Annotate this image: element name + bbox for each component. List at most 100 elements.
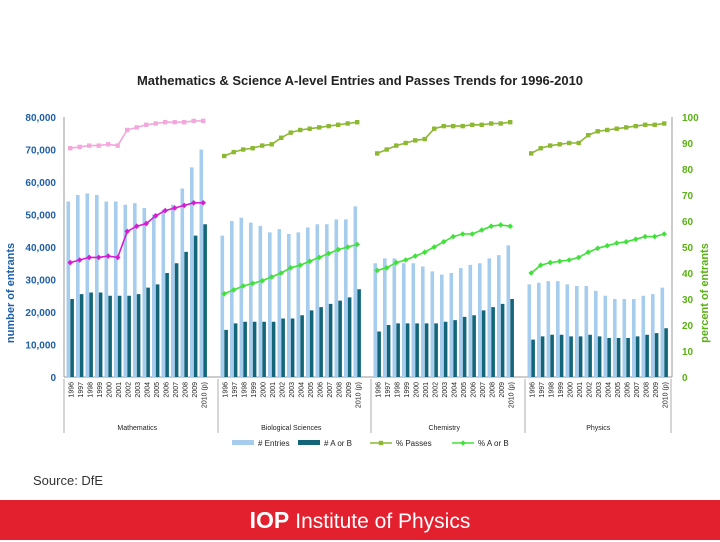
entries-bar [584, 286, 589, 377]
entries-bar [334, 219, 339, 377]
ab-bar [108, 295, 112, 377]
pct-ab-marker [335, 246, 341, 253]
entries-bar [161, 209, 166, 377]
pct-passes-marker [576, 140, 581, 146]
year-tick-label: 2000 [568, 382, 575, 398]
year-tick-label: 1996 [69, 382, 76, 398]
pct-ab-marker [354, 241, 360, 248]
pct-passes-marker [241, 147, 246, 152]
footer-bar: IOP Institute of Physics [0, 500, 720, 540]
year-tick-label: 2001 [270, 382, 277, 398]
logo-name: Institute of Physics [295, 510, 471, 533]
ab-bar [98, 292, 103, 377]
pct-passes-marker [595, 129, 600, 134]
entries-bar [487, 258, 492, 377]
year-tick-label: 2004 [452, 382, 459, 398]
ab-bar [481, 310, 486, 377]
year-tick-label: 2002 [433, 382, 440, 398]
pct-passes-marker [451, 123, 456, 129]
entries-bar [537, 282, 541, 377]
year-tick-label: 2008 [183, 382, 190, 398]
pct-ab-marker [171, 205, 178, 211]
y2-tick-label: 70 [682, 191, 694, 202]
ab-bar [233, 323, 238, 377]
pct-passes-marker [384, 147, 389, 152]
pct-passes-marker [115, 143, 120, 148]
year-tick-label: 1997 [539, 382, 546, 398]
ab-bar [243, 321, 247, 377]
pct-ab-marker [124, 228, 130, 235]
pct-passes-marker [605, 127, 610, 133]
entries-bar [527, 284, 532, 377]
pct-passes-marker [567, 140, 572, 146]
pct-passes-marker [163, 120, 168, 125]
pct-passes-marker [355, 120, 360, 125]
y2-tick-label: 60 [682, 217, 694, 228]
y2-tick-label: 80 [682, 165, 694, 176]
year-tick-label: 1997 [232, 382, 239, 398]
pct-passes-marker [548, 143, 553, 148]
pct-passes-marker [279, 135, 284, 140]
ab-bar [462, 316, 467, 377]
pct-ab-marker [594, 245, 601, 252]
source-note: Source: DfE [33, 473, 104, 488]
y2-axis-label: percent of entrants [699, 243, 711, 343]
pct-passes-marker [652, 122, 657, 127]
pct-passes-marker [479, 122, 484, 127]
year-tick-label: 1999 [558, 382, 565, 398]
y-tick-label: 50,000 [25, 211, 56, 222]
pct-ab-marker [105, 253, 111, 259]
pct-ab-marker [143, 220, 149, 227]
pct-ab-marker [287, 265, 294, 271]
entries-bar [123, 204, 128, 377]
pct-passes-marker [250, 146, 255, 151]
y2-tick-label: 40 [682, 269, 694, 280]
pct-ab-marker [297, 262, 303, 268]
year-tick-label: 2003 [442, 382, 449, 398]
ab-bar [607, 338, 611, 377]
legend-label: # A or B [324, 439, 352, 448]
year-tick-label: 2009 [499, 382, 506, 398]
year-tick-label: 1997 [78, 382, 85, 398]
ab-bar [290, 318, 295, 377]
ab-bar [472, 315, 476, 377]
legend-label: # Entries [258, 439, 290, 448]
y-axis-label: number of entrants [5, 243, 17, 343]
year-tick-label: 2007 [480, 382, 487, 398]
y2-tick-label: 0 [682, 373, 688, 384]
ab-bar [588, 334, 592, 377]
y-tick-label: 70,000 [25, 146, 56, 157]
ab-bar [146, 287, 150, 377]
pct-passes-marker [394, 143, 399, 148]
pct-ab-marker [133, 223, 140, 229]
ab-bar [300, 315, 304, 377]
y-tick-label: 80,000 [25, 113, 56, 124]
pct-ab-marker [412, 253, 418, 259]
pct-ab-marker [478, 227, 485, 233]
pct-ab-marker [623, 239, 629, 245]
iop-logo: IOP Institute of Physics [0, 500, 720, 540]
ab-bar [540, 336, 545, 377]
year-tick-label: 2006 [164, 382, 171, 398]
pct-ab-marker [497, 222, 504, 228]
entries-bar [506, 245, 511, 377]
y-tick-label: 40,000 [25, 243, 56, 254]
pct-passes-marker [460, 123, 465, 129]
ab-bar [89, 292, 93, 377]
ab-bar [443, 321, 448, 377]
ab-bar [70, 299, 74, 377]
entries-bar [565, 284, 570, 377]
year-tick-label: 1996 [530, 382, 537, 398]
ab-bar [559, 334, 564, 377]
pct-ab-marker [431, 244, 437, 250]
entries-bar [277, 229, 282, 377]
pct-ab-marker [440, 239, 447, 245]
year-tick-label: 2003 [135, 382, 142, 398]
pct-passes-marker [317, 125, 322, 130]
y2-tick-label: 20 [682, 321, 694, 332]
year-tick-label: 2005 [154, 382, 161, 398]
entries-bar [430, 271, 435, 377]
ab-bar [155, 284, 160, 377]
pct-passes-marker [269, 142, 274, 147]
entries-bar [133, 203, 137, 377]
